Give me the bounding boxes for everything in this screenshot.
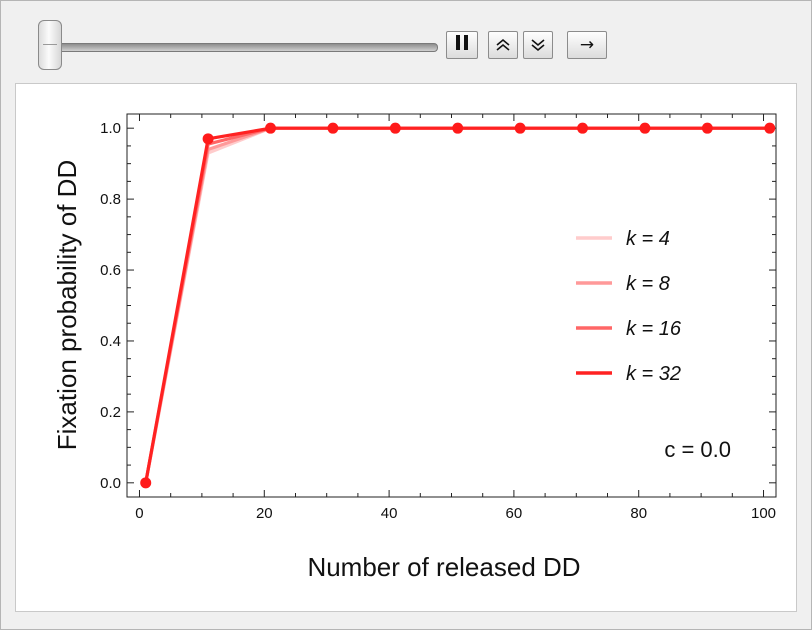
legend-label: k = 8 xyxy=(626,273,670,295)
legend-label: k = 4 xyxy=(626,228,670,250)
data-point xyxy=(577,122,589,134)
data-point xyxy=(514,122,526,134)
parameter-annotation: c = 0.0 xyxy=(664,437,731,462)
series-lines xyxy=(144,126,770,484)
right-arrow-icon: → xyxy=(579,35,595,55)
series-line xyxy=(144,126,770,484)
series-line xyxy=(144,126,770,484)
parameter-slider-thumb[interactable] xyxy=(38,20,62,70)
y-tick-label: 0.4 xyxy=(100,333,121,350)
data-point xyxy=(327,122,339,134)
series-line xyxy=(144,126,770,484)
data-point xyxy=(452,122,464,134)
tick-labels: 0 20 40 60 80 100 0.0 0.2 0.4 0.6 0.8 1.0 xyxy=(100,120,776,522)
pause-icon xyxy=(454,35,470,55)
data-point xyxy=(202,133,214,145)
series-line xyxy=(144,126,770,484)
y-tick-label: 0.2 xyxy=(100,404,121,421)
slower-button[interactable] xyxy=(523,31,553,59)
data-point xyxy=(389,122,401,134)
data-point xyxy=(140,477,152,489)
data-point xyxy=(265,122,277,134)
parameter-slider-track[interactable] xyxy=(41,43,438,52)
series-points xyxy=(140,122,776,489)
double-chevron-down-icon xyxy=(531,39,545,52)
animation-controls: → xyxy=(1,1,811,81)
data-point xyxy=(701,122,713,134)
data-point xyxy=(764,122,776,134)
x-tick-label: 60 xyxy=(506,505,523,522)
direction-button[interactable]: → xyxy=(567,31,607,59)
y-tick-label: 0.6 xyxy=(100,262,121,279)
y-tick-label: 1.0 xyxy=(100,120,121,137)
legend: k = 4 k = 8 k = 16 k = 32 xyxy=(576,228,682,385)
data-point xyxy=(639,122,651,134)
legend-label: k = 32 xyxy=(626,363,681,385)
x-tick-label: 0 xyxy=(135,505,143,522)
y-axis-title: Fixation probability of DD xyxy=(52,160,82,450)
y-tick-label: 0.8 xyxy=(100,191,121,208)
x-tick-label: 100 xyxy=(751,505,776,522)
legend-label: k = 16 xyxy=(626,318,682,340)
double-chevron-up-icon xyxy=(496,38,510,51)
x-tick-label: 40 xyxy=(381,505,398,522)
x-tick-label: 80 xyxy=(630,505,647,522)
x-axis-title: Number of released DD xyxy=(307,552,580,582)
x-tick-label: 20 xyxy=(256,505,273,522)
axis-ticks xyxy=(127,114,776,497)
faster-button[interactable] xyxy=(488,31,518,59)
y-tick-label: 0.0 xyxy=(100,475,121,492)
pause-button[interactable] xyxy=(446,31,478,59)
